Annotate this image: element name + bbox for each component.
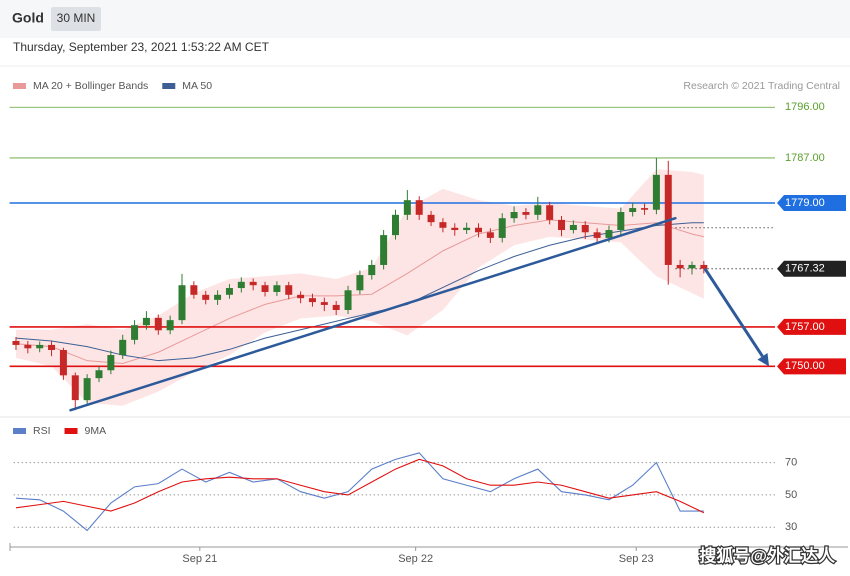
candle-body (202, 294, 210, 300)
candle-body (24, 344, 32, 349)
candle-body (569, 224, 577, 231)
y-tick-label: 70 (785, 457, 797, 469)
candle-body (617, 212, 625, 231)
candle-body (273, 285, 281, 292)
rsi-line (15, 458, 705, 514)
candle-body (451, 227, 459, 231)
rsi-line (15, 452, 704, 532)
candle-body (475, 227, 483, 233)
candle-body (558, 219, 566, 231)
candle-body (190, 285, 198, 295)
interval: 30 MIN (57, 11, 96, 25)
candle-body (297, 294, 305, 299)
candle-body (261, 285, 269, 292)
candle-body (391, 214, 399, 236)
candle-body (439, 222, 447, 228)
candle-body (380, 235, 388, 265)
candle-body (427, 214, 435, 223)
candle-body (522, 212, 530, 215)
candle-body (534, 205, 542, 215)
candle-body (320, 302, 328, 305)
candle-body (59, 349, 67, 376)
candle-body (463, 227, 471, 231)
candle-body (593, 232, 601, 238)
timestamp: Thursday, September 23, 2021 1:53:22 AM … (13, 40, 270, 54)
ma-line (15, 219, 704, 365)
level-label: 1796.00 (785, 101, 825, 113)
candle-body (48, 344, 56, 350)
candle-body (581, 224, 589, 233)
candle-body (676, 264, 684, 269)
candle-body (36, 344, 44, 349)
candle-body (237, 281, 245, 289)
candle-body (119, 339, 127, 356)
level-label: 1750.00 (785, 360, 825, 372)
candle-body (178, 285, 186, 321)
level-badge (777, 195, 846, 211)
interval-badge (51, 7, 101, 31)
candle-body (510, 212, 518, 219)
candle-body (71, 375, 79, 401)
candle-body (403, 200, 411, 215)
arrow (703, 267, 764, 358)
legend-label: MA 20 + Bollinger Bands (33, 80, 148, 92)
candle-body (344, 290, 352, 310)
level-label: 1779.00 (785, 197, 825, 209)
candle-body (142, 317, 150, 326)
header-bar (0, 0, 850, 38)
legend-label: MA 50 (182, 80, 212, 92)
plot: 1796.00 1787.00 1779.00 1767.32 1757.00 1750.… (9, 80, 846, 565)
y-tick-label: 50 (785, 489, 797, 501)
candle-body (308, 298, 316, 303)
x-tick-label: Sep 21 (182, 553, 217, 565)
candle-body (107, 355, 115, 371)
chart-title: Gold (12, 10, 44, 26)
legend-label: 9MA (85, 425, 107, 437)
legend-swatch (13, 428, 26, 434)
candle-body (83, 378, 91, 401)
candle-body (154, 317, 162, 331)
candle-body (546, 205, 554, 220)
candle-body (688, 264, 696, 269)
level-label: 1757.00 (785, 321, 825, 333)
legend-swatch (162, 83, 176, 89)
candle-body (356, 275, 364, 291)
candle-body (486, 232, 494, 238)
candle-body (332, 304, 340, 310)
legend-swatch (64, 428, 78, 434)
candle-body (166, 320, 174, 331)
level-label: 1787.00 (785, 152, 825, 164)
trendline (69, 216, 677, 412)
candle-body (641, 208, 649, 210)
candle-body (95, 370, 103, 379)
candle-body (225, 288, 233, 295)
level-badge (777, 358, 846, 375)
candle-body (629, 208, 637, 213)
candle-body (605, 230, 613, 238)
candle-body (249, 281, 257, 286)
candle-body (12, 340, 20, 345)
candle-body (700, 264, 708, 269)
x-tick-label: Sep 23 (619, 553, 654, 565)
arrow-head (757, 352, 770, 367)
candle-body (285, 285, 293, 295)
legend-label: RSI (33, 425, 51, 437)
candle-body (415, 200, 423, 215)
watermark: 搜狐号@外汇达人 (699, 545, 836, 565)
level-badge (777, 318, 846, 335)
candle-body (214, 294, 222, 300)
y-tick-label: 30 (785, 521, 797, 533)
credit: Research © 2021 Trading Central (683, 80, 840, 92)
candle-body (498, 218, 506, 238)
x-tick-label: Sep 22 (398, 553, 433, 565)
candle-body (131, 325, 139, 340)
candle-body (368, 264, 376, 276)
level-label: 1767.32 (785, 263, 825, 275)
legend-swatch (13, 83, 26, 89)
candle-body (652, 174, 660, 210)
level-badge (777, 260, 846, 277)
